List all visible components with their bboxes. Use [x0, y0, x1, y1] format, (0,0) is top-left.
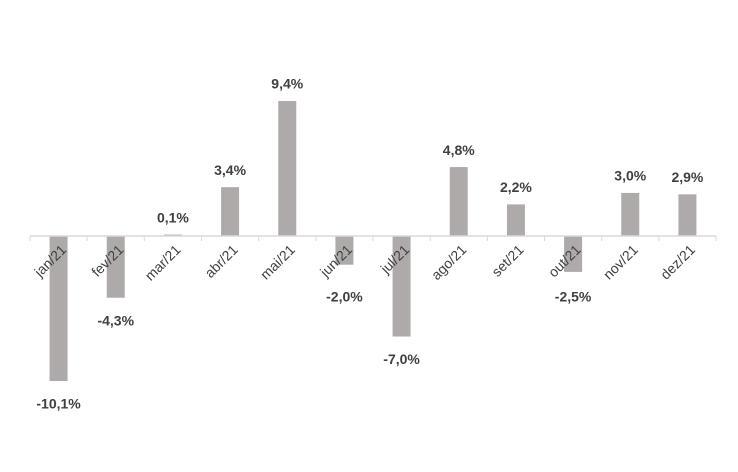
- x-tick-label: nov/21: [600, 241, 641, 282]
- data-label: 9,4%: [271, 76, 303, 92]
- data-label: -2,5%: [555, 289, 592, 305]
- x-tick-label: mar/21: [142, 241, 184, 283]
- bar: [335, 236, 354, 265]
- data-label: 2,2%: [500, 179, 532, 195]
- data-label: 4,8%: [443, 142, 475, 158]
- data-label: 3,4%: [214, 162, 246, 178]
- data-label: -2,0%: [326, 289, 363, 305]
- bar: [564, 236, 583, 272]
- data-label: 2,9%: [671, 169, 703, 185]
- x-tick-label: set/21: [488, 241, 526, 279]
- data-label: -7,0%: [383, 351, 420, 367]
- bar: [49, 236, 68, 382]
- bar: [278, 101, 297, 236]
- bar: [449, 167, 468, 236]
- bar: [506, 204, 525, 236]
- bar: [106, 236, 125, 298]
- x-tick-label: abr/21: [201, 241, 241, 281]
- data-label: 0,1%: [157, 209, 189, 225]
- bar: [621, 192, 640, 236]
- bar: [221, 187, 240, 236]
- data-label: 3,0%: [614, 168, 646, 184]
- x-tick-label: ago/21: [428, 241, 470, 283]
- x-tick-label: mai/21: [257, 241, 298, 282]
- data-label: -10,1%: [36, 396, 81, 412]
- data-label: -4,3%: [97, 312, 134, 328]
- bar: [392, 236, 411, 337]
- x-tick-label: dez/21: [657, 241, 698, 282]
- bar: [678, 194, 697, 236]
